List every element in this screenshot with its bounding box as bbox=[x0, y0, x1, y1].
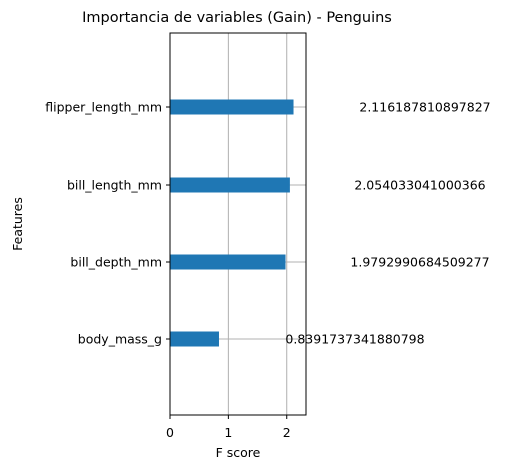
x-axis-ticks: 0 1 2 bbox=[166, 415, 291, 440]
value-labels: 2.116187810897827 2.054033041000366 1.9792… bbox=[285, 100, 490, 347]
grid-lines bbox=[169, 33, 306, 415]
value-label: 1.9792990684509277 bbox=[350, 255, 489, 270]
bar-flipper-length-mm bbox=[170, 99, 294, 115]
y-axis-label: Features bbox=[10, 197, 25, 251]
x-tick-label: 0 bbox=[166, 425, 174, 440]
y-tick-label: bill_length_mm bbox=[67, 178, 162, 193]
bars bbox=[170, 99, 294, 347]
chart-title: Importancia de variables (Gain) - Pengui… bbox=[82, 10, 392, 26]
y-tick-label: bill_depth_mm bbox=[70, 255, 162, 270]
y-tick-label: flipper_length_mm bbox=[45, 100, 162, 115]
x-tick-label: 1 bbox=[224, 425, 232, 440]
x-tick-label: 2 bbox=[283, 425, 291, 440]
bar-bill-length-mm bbox=[170, 177, 290, 193]
y-tick-label: body_mass_g bbox=[78, 332, 162, 347]
value-label: 0.8391737341880798 bbox=[285, 332, 424, 347]
value-label: 2.054033041000366 bbox=[354, 178, 485, 193]
bar-body-mass-g bbox=[170, 331, 219, 347]
y-axis-ticks: flipper_length_mm bill_length_mm bill_dept… bbox=[45, 100, 170, 347]
bar-bill-depth-mm bbox=[170, 254, 286, 270]
value-label: 2.116187810897827 bbox=[359, 100, 490, 115]
plot-frame bbox=[169, 32, 307, 416]
x-axis-label: F score bbox=[216, 445, 261, 460]
